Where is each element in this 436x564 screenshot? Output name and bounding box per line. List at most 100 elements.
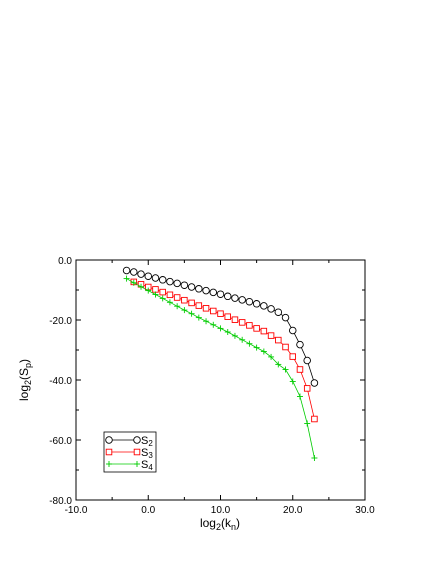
data-point-s3 — [267, 332, 275, 339]
data-point-s4 — [311, 455, 318, 461]
series-s3 — [130, 278, 318, 423]
data-point-s2 — [296, 340, 304, 349]
data-point-s3 — [152, 286, 159, 293]
data-point-s4 — [253, 344, 260, 351]
data-point-s3 — [311, 415, 318, 423]
data-point-s3 — [181, 296, 188, 304]
data-point-s2 — [281, 313, 290, 322]
x-axis-label: log2(kn) — [200, 516, 240, 532]
data-point-s2 — [202, 286, 210, 295]
data-point-s3 — [166, 291, 174, 299]
data-point-s2 — [180, 281, 189, 289]
data-point-s2 — [274, 308, 283, 316]
y-tick-label: -40.0 — [49, 376, 72, 387]
y-axis-label: log2(Sp) — [17, 359, 33, 401]
data-point-s2 — [216, 290, 225, 298]
data-point-s4 — [239, 336, 246, 343]
y-tick-label: -60.0 — [49, 436, 72, 447]
y-axis: 0.0 -20.0 -40.0 -60.0 -80.0 — [49, 256, 365, 507]
data-point-s4 — [217, 325, 224, 332]
data-point-s2 — [209, 288, 218, 297]
data-point-s3 — [173, 294, 181, 301]
data-point-s2 — [173, 279, 181, 288]
data-point-s4 — [203, 318, 210, 325]
data-point-s4 — [130, 279, 137, 286]
data-point-s2 — [195, 285, 203, 293]
data-point-s2 — [310, 379, 319, 387]
data-point-s4 — [181, 307, 188, 314]
data-point-s3 — [282, 343, 289, 351]
data-point-s4 — [268, 353, 275, 360]
legend-marker-s2 — [105, 436, 113, 444]
data-point-s3 — [210, 307, 217, 315]
data-point-s4 — [159, 295, 166, 302]
data-point-s2 — [151, 274, 160, 282]
legend-label-s2: S2 — [141, 435, 153, 448]
data-point-s2 — [187, 283, 196, 291]
data-point-s4 — [296, 393, 303, 400]
legend-marker-s3 — [133, 448, 141, 456]
data-point-s4 — [246, 340, 253, 347]
data-point-s4 — [152, 291, 159, 298]
data-point-s2 — [231, 294, 239, 302]
data-point-s4 — [138, 283, 145, 290]
series-s4 — [123, 275, 318, 461]
legend-item-s2: S2 — [105, 435, 153, 448]
data-point-s4 — [195, 314, 202, 321]
data-point-s2 — [137, 270, 145, 278]
data-point-s3 — [246, 322, 253, 329]
data-point-s3 — [188, 299, 195, 307]
data-point-s3 — [224, 313, 231, 320]
x-tick-label: -10.0 — [65, 505, 88, 516]
series-s3-line — [133, 281, 315, 420]
data-point-s2 — [238, 296, 246, 304]
legend-item-s3: S3 — [105, 447, 153, 460]
series-s4-line — [126, 278, 315, 459]
data-point-s4 — [231, 332, 238, 339]
legend-label-s4: S4 — [141, 459, 153, 472]
legend-marker-s4 — [134, 461, 140, 467]
series-layer — [122, 266, 319, 461]
data-point-s2 — [245, 297, 254, 306]
data-point-s2 — [130, 268, 138, 276]
data-point-s4 — [260, 348, 267, 355]
legend-marker-s3 — [105, 448, 113, 456]
data-point-s4 — [123, 275, 130, 282]
x-tick-label: 30.0 — [355, 505, 375, 516]
data-point-s3 — [289, 353, 297, 360]
data-point-s3 — [159, 288, 166, 296]
data-point-s4 — [145, 287, 152, 294]
data-point-s4 — [188, 310, 195, 317]
data-point-s2 — [158, 276, 167, 284]
data-point-s3 — [195, 302, 203, 309]
data-point-s3 — [231, 316, 239, 323]
legend-item-s4: S4 — [106, 459, 153, 472]
x-tick-label: 10.0 — [211, 505, 231, 516]
data-point-s3 — [260, 327, 268, 335]
data-point-s3 — [217, 310, 224, 317]
data-point-s2 — [303, 356, 311, 365]
data-point-s2 — [267, 305, 275, 313]
data-point-s2 — [260, 302, 268, 310]
x-tick-label: 0.0 — [141, 505, 155, 516]
data-point-s4 — [166, 299, 173, 306]
data-point-s3 — [275, 336, 282, 344]
data-point-s3 — [202, 305, 210, 312]
y-tick-label: -80.0 — [49, 496, 72, 507]
data-point-s2 — [252, 300, 261, 308]
data-point-s3 — [253, 325, 260, 332]
data-point-s2 — [166, 277, 174, 286]
data-point-s2 — [223, 292, 232, 301]
data-point-s4 — [289, 378, 296, 385]
data-point-s2 — [289, 326, 297, 335]
y-tick-label: 0.0 — [58, 256, 72, 267]
data-point-s4 — [210, 321, 217, 328]
data-point-s3 — [296, 366, 304, 373]
x-tick-label: 20.0 — [283, 505, 303, 516]
data-point-s4 — [224, 329, 231, 335]
data-point-s3 — [238, 319, 246, 326]
data-point-s2 — [122, 266, 131, 275]
data-point-s4 — [275, 361, 282, 368]
